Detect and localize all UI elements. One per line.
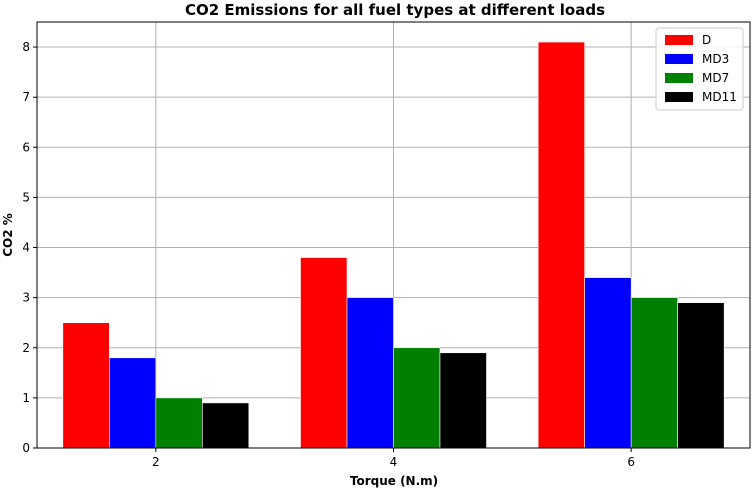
legend-box (655, 27, 744, 111)
legend: D MD3 MD7 MD11 (655, 27, 744, 111)
legend-label-d: D (702, 33, 711, 47)
bar-d-4 (300, 257, 348, 449)
y-tick-label: 0 (22, 441, 30, 455)
legend-swatch-md7 (665, 73, 693, 83)
bar-md11-4 (439, 352, 487, 449)
legend-label-md3: MD3 (702, 52, 729, 66)
bar-md3-2 (109, 357, 157, 449)
legend-swatch-d (665, 35, 693, 45)
bar-md11-6 (677, 302, 725, 449)
y-tick-label: 2 (22, 341, 30, 355)
y-tick-label: 5 (22, 190, 30, 204)
y-axis-label: CO2 % (1, 213, 15, 257)
y-tick-label: 1 (22, 391, 30, 405)
legend-label-md7: MD7 (702, 71, 729, 85)
x-tick-label: 4 (390, 455, 398, 469)
bar-d-6 (537, 41, 585, 449)
bars (62, 41, 725, 449)
legend-swatch-md11 (665, 92, 693, 102)
bar-md11-2 (202, 402, 250, 449)
legend-label-md11: MD11 (702, 90, 737, 104)
ticks: 0 1 2 3 4 5 6 7 8 2 4 6 (22, 40, 635, 469)
legend-swatch-md3 (665, 54, 693, 64)
y-tick-label: 4 (22, 241, 30, 255)
y-tick-label: 8 (22, 40, 30, 54)
bar-md3-4 (346, 297, 394, 449)
bar-md7-4 (393, 347, 441, 449)
bar-md7-2 (155, 397, 203, 449)
bar-md7-6 (630, 297, 678, 449)
bar-md3-6 (584, 277, 632, 449)
y-tick-label: 3 (22, 291, 30, 305)
x-axis-label: Torque (N.m) (350, 474, 438, 488)
x-tick-label: 6 (627, 455, 635, 469)
y-tick-label: 6 (22, 140, 30, 154)
x-tick-label: 2 (152, 455, 160, 469)
chart-title: CO2 Emissions for all fuel types at diff… (185, 1, 605, 19)
bar-d-2 (62, 322, 110, 449)
y-tick-label: 7 (22, 90, 30, 104)
